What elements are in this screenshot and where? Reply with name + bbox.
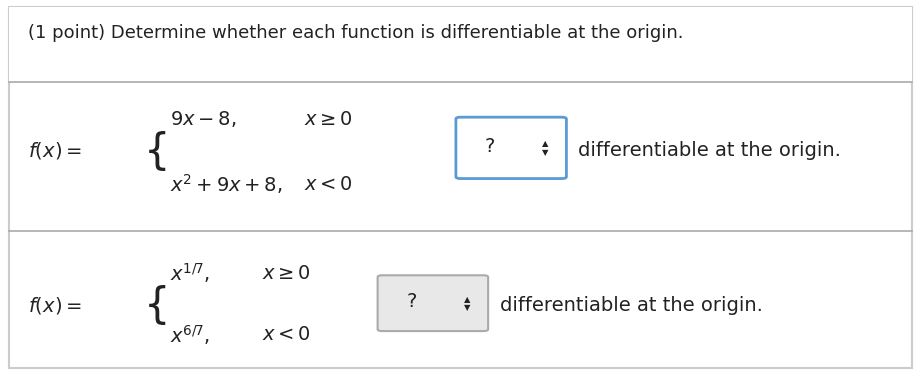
Text: $x \geq 0$: $x \geq 0$ [304,109,353,129]
Text: $f(x) =$: $f(x) =$ [28,140,81,161]
Text: $\{$: $\{$ [143,283,166,327]
Text: differentiable at the origin.: differentiable at the origin. [578,141,841,160]
Text: ?: ? [406,292,417,311]
Text: $x \geq 0$: $x \geq 0$ [262,264,311,283]
Text: $9x - 8,$: $9x - 8,$ [170,109,237,129]
Text: $x^{6/7},$: $x^{6/7},$ [170,323,210,347]
FancyBboxPatch shape [9,7,912,82]
Text: $f(x) =$: $f(x) =$ [28,295,81,315]
Text: $\{$: $\{$ [143,129,166,173]
FancyBboxPatch shape [9,7,912,368]
Text: ▲
▼: ▲ ▼ [463,295,471,312]
Text: differentiable at the origin.: differentiable at the origin. [500,295,763,315]
Text: $x < 0$: $x < 0$ [304,174,353,194]
Text: ▲
▼: ▲ ▼ [542,139,549,157]
FancyBboxPatch shape [456,117,566,179]
Text: $x < 0$: $x < 0$ [262,325,311,344]
Text: ?: ? [484,137,495,155]
Text: (1 point) Determine whether each function is differentiable at the origin.: (1 point) Determine whether each functio… [28,25,683,42]
Text: $x^{1/7},$: $x^{1/7},$ [170,262,210,285]
FancyBboxPatch shape [378,275,488,331]
Text: $x^2 + 9x + 8,$: $x^2 + 9x + 8,$ [170,172,283,196]
